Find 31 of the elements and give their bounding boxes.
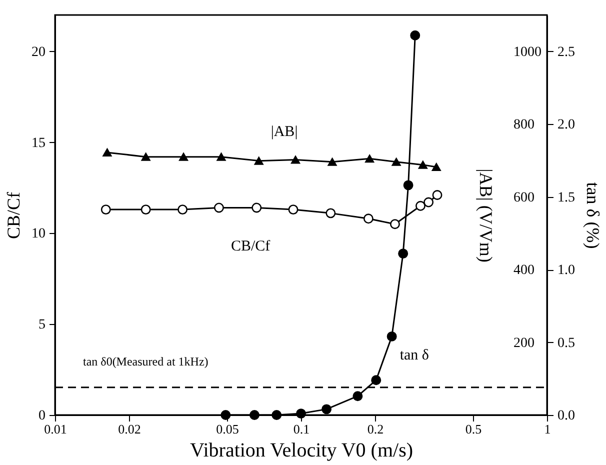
series-label: tan δ [400, 347, 429, 364]
x-tick-label: 0.2 [367, 422, 384, 436]
y2-tick-label: 600 [514, 190, 534, 206]
series-label: |AB| [270, 124, 298, 140]
y2-tick-label: 1000 [514, 44, 542, 60]
y-tick-label: 20 [32, 44, 46, 60]
x-tick-label: 0.05 [216, 422, 239, 436]
y2-tick-label: 800 [514, 118, 534, 133]
y3-tick-label: 2.0 [558, 118, 575, 133]
x-tick-label: 1 [544, 422, 551, 436]
y-tick-label: 0 [38, 408, 46, 424]
x-tick-label: 0.1 [293, 422, 310, 436]
y-axis-title: CB/Cf [4, 192, 24, 240]
y3-axis-title: tan δ (%) [583, 182, 603, 249]
ref-line-label: tan δ0(Measured at 1kHz) [83, 354, 208, 368]
x-axis-title: Vibration Velocity V0 (m/s) [190, 440, 414, 462]
x-tick-label: 0.02 [118, 422, 141, 436]
x-tick-label: 0.01 [44, 422, 67, 436]
y3-tick-label: 1.0 [558, 263, 575, 278]
y3-tick-label: 1.5 [558, 190, 575, 206]
series-label: CB/Cf [230, 238, 270, 255]
y2-tick-label: 400 [514, 263, 534, 278]
y-tick-label: 10 [32, 226, 46, 242]
y2-tick-label: 200 [514, 336, 534, 351]
y3-tick-label: 2.5 [558, 44, 575, 60]
y2-axis-title: |AB| (V/Vm) [476, 168, 496, 262]
y-tick-label: 15 [32, 136, 46, 151]
y3-tick-label: 0.5 [558, 336, 575, 351]
y-tick-label: 5 [38, 318, 46, 333]
x-tick-label: 0.5 [465, 422, 482, 436]
y3-tick-label: 0.0 [558, 408, 575, 424]
